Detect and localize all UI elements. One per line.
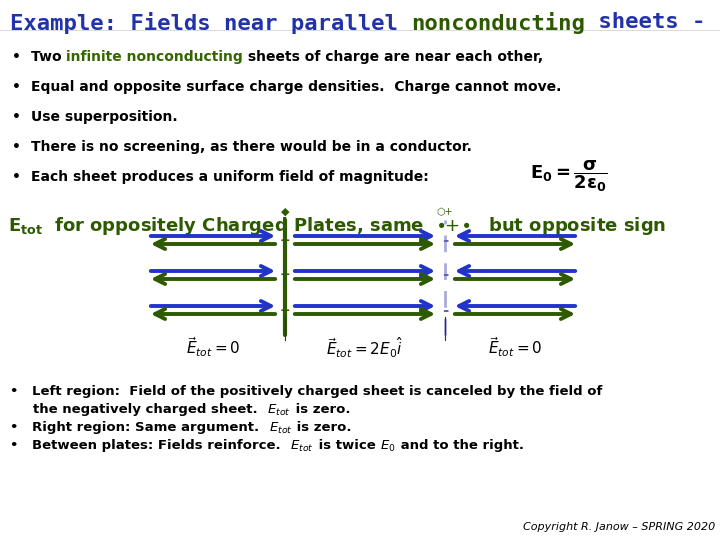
Text: the negatively charged sheet.: the negatively charged sheet.: [33, 403, 267, 416]
Text: sheets - 1: sheets - 1: [585, 12, 720, 32]
Text: infinite nonconducting: infinite nonconducting: [66, 50, 243, 64]
Text: +: +: [279, 303, 290, 316]
Text: is zero.: is zero.: [292, 421, 351, 434]
Text: and to the right.: and to the right.: [396, 439, 523, 452]
Text: ⬡+: ⬡+: [437, 207, 454, 217]
Text: •: •: [10, 421, 32, 434]
Text: Each sheet produces a uniform field of magnitude:: Each sheet produces a uniform field of m…: [31, 170, 428, 184]
Text: $\mathbf{E_{tot}}$  for oppositely Charged Plates, same  $\bullet\!\!+\!\!\bulle: $\mathbf{E_{tot}}$ for oppositely Charge…: [8, 215, 667, 237]
Text: -: -: [442, 233, 448, 247]
Text: Two: Two: [31, 50, 66, 64]
Text: Equal and opposite surface charge densities.  Charge cannot move.: Equal and opposite surface charge densit…: [31, 80, 561, 94]
Text: •: •: [12, 80, 31, 94]
Text: $\vec{E}_{tot} = 0$: $\vec{E}_{tot} = 0$: [186, 335, 240, 359]
Text: •: •: [12, 170, 31, 184]
Text: Left region:  Field of the positively charged sheet is canceled by the field of: Left region: Field of the positively cha…: [32, 385, 603, 398]
Text: $\vec{E}_{tot} = 2E_0\hat{i}$: $\vec{E}_{tot} = 2E_0\hat{i}$: [326, 335, 404, 360]
Text: $E_{tot}$: $E_{tot}$: [269, 421, 292, 436]
Text: There is no screening, as there would be in a conductor.: There is no screening, as there would be…: [31, 140, 472, 154]
Text: •: •: [12, 50, 31, 64]
Text: Right region: Same argument.: Right region: Same argument.: [32, 421, 269, 434]
Text: Copyright R. Janow – SPRING 2020: Copyright R. Janow – SPRING 2020: [523, 522, 715, 532]
Text: •: •: [12, 140, 31, 154]
Text: •: •: [10, 439, 32, 452]
Text: +: +: [279, 268, 290, 281]
Text: is zero.: is zero.: [291, 403, 350, 416]
Text: •: •: [10, 385, 32, 398]
Text: ◆: ◆: [281, 207, 289, 217]
Text: $E_{tot}$: $E_{tot}$: [267, 403, 291, 418]
Text: $E_{tot}$: $E_{tot}$: [290, 439, 314, 454]
Text: Example: Fields near parallel: Example: Fields near parallel: [10, 12, 411, 34]
Text: Use superposition.: Use superposition.: [31, 110, 177, 124]
Text: $E_0$: $E_0$: [380, 439, 396, 454]
Text: -: -: [442, 302, 448, 318]
Text: is twice: is twice: [314, 439, 380, 452]
Text: +: +: [279, 233, 290, 246]
Text: $\vec{E}_{tot} = 0$: $\vec{E}_{tot} = 0$: [487, 335, 542, 359]
Text: nonconducting: nonconducting: [411, 12, 585, 34]
Text: -: -: [442, 267, 448, 282]
Text: sheets of charge are near each other,: sheets of charge are near each other,: [243, 50, 543, 64]
Text: Between plates: Fields reinforce.: Between plates: Fields reinforce.: [32, 439, 290, 452]
Text: •: •: [12, 110, 31, 124]
Text: $\mathbf{E_0 = \dfrac{\sigma}{2\varepsilon_0}}$: $\mathbf{E_0 = \dfrac{\sigma}{2\varepsil…: [530, 158, 608, 194]
